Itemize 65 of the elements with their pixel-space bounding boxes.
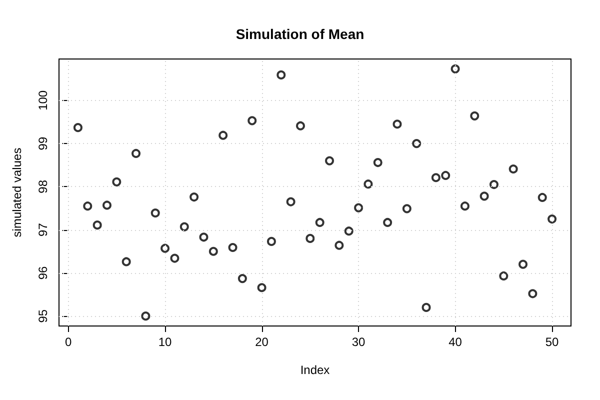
point [344,226,354,236]
y-tick-label: 96 [36,266,50,280]
point [373,158,382,168]
x-tick-label: 20 [255,335,269,349]
point [450,64,460,74]
point [508,164,518,174]
point [73,123,82,132]
point [480,192,489,201]
point [150,208,160,218]
point [325,156,334,166]
point [170,254,180,263]
point [470,111,480,120]
point [122,257,131,266]
point [286,197,296,206]
y-tick-label: 98 [36,180,50,194]
point [257,283,266,292]
x-tick-label: 10 [158,335,172,349]
point [248,116,257,126]
point [306,234,315,243]
x-tick-label: 50 [545,335,560,349]
point [92,220,102,230]
point [315,218,324,227]
x-tick-label: 40 [448,335,462,349]
y-tick-label: 95 [36,309,50,323]
point [132,148,141,158]
point [548,214,557,224]
point [402,204,412,214]
point [141,312,150,321]
point [412,139,422,148]
point [228,243,238,252]
y-axis-title: simulated values [10,148,24,238]
y-tick-label: 100 [36,90,50,110]
y-tick-label: 97 [36,222,50,236]
point [218,130,228,140]
point [431,173,440,182]
point [354,203,364,212]
point [460,202,470,211]
point [441,170,450,180]
point [190,192,199,202]
point [276,70,286,80]
point [180,222,189,232]
point [528,289,538,298]
point [364,180,373,189]
point [392,120,402,129]
point [296,121,305,130]
point [199,232,208,242]
point [489,180,498,190]
point [383,218,392,227]
point [160,244,170,253]
point [238,274,247,284]
point [334,240,344,250]
point [538,192,547,202]
point [102,200,112,210]
point [499,271,508,280]
point [112,177,122,186]
x-tick-label: 0 [64,335,72,349]
y-tick-label: 99 [36,136,50,150]
point [422,302,431,312]
x-axis-title: Index [300,363,330,377]
point [83,202,92,211]
point [266,236,276,246]
point [208,246,218,256]
x-tick-label: 30 [352,335,366,349]
chart-title: Simulation of Mean [236,26,364,42]
point [518,260,528,269]
